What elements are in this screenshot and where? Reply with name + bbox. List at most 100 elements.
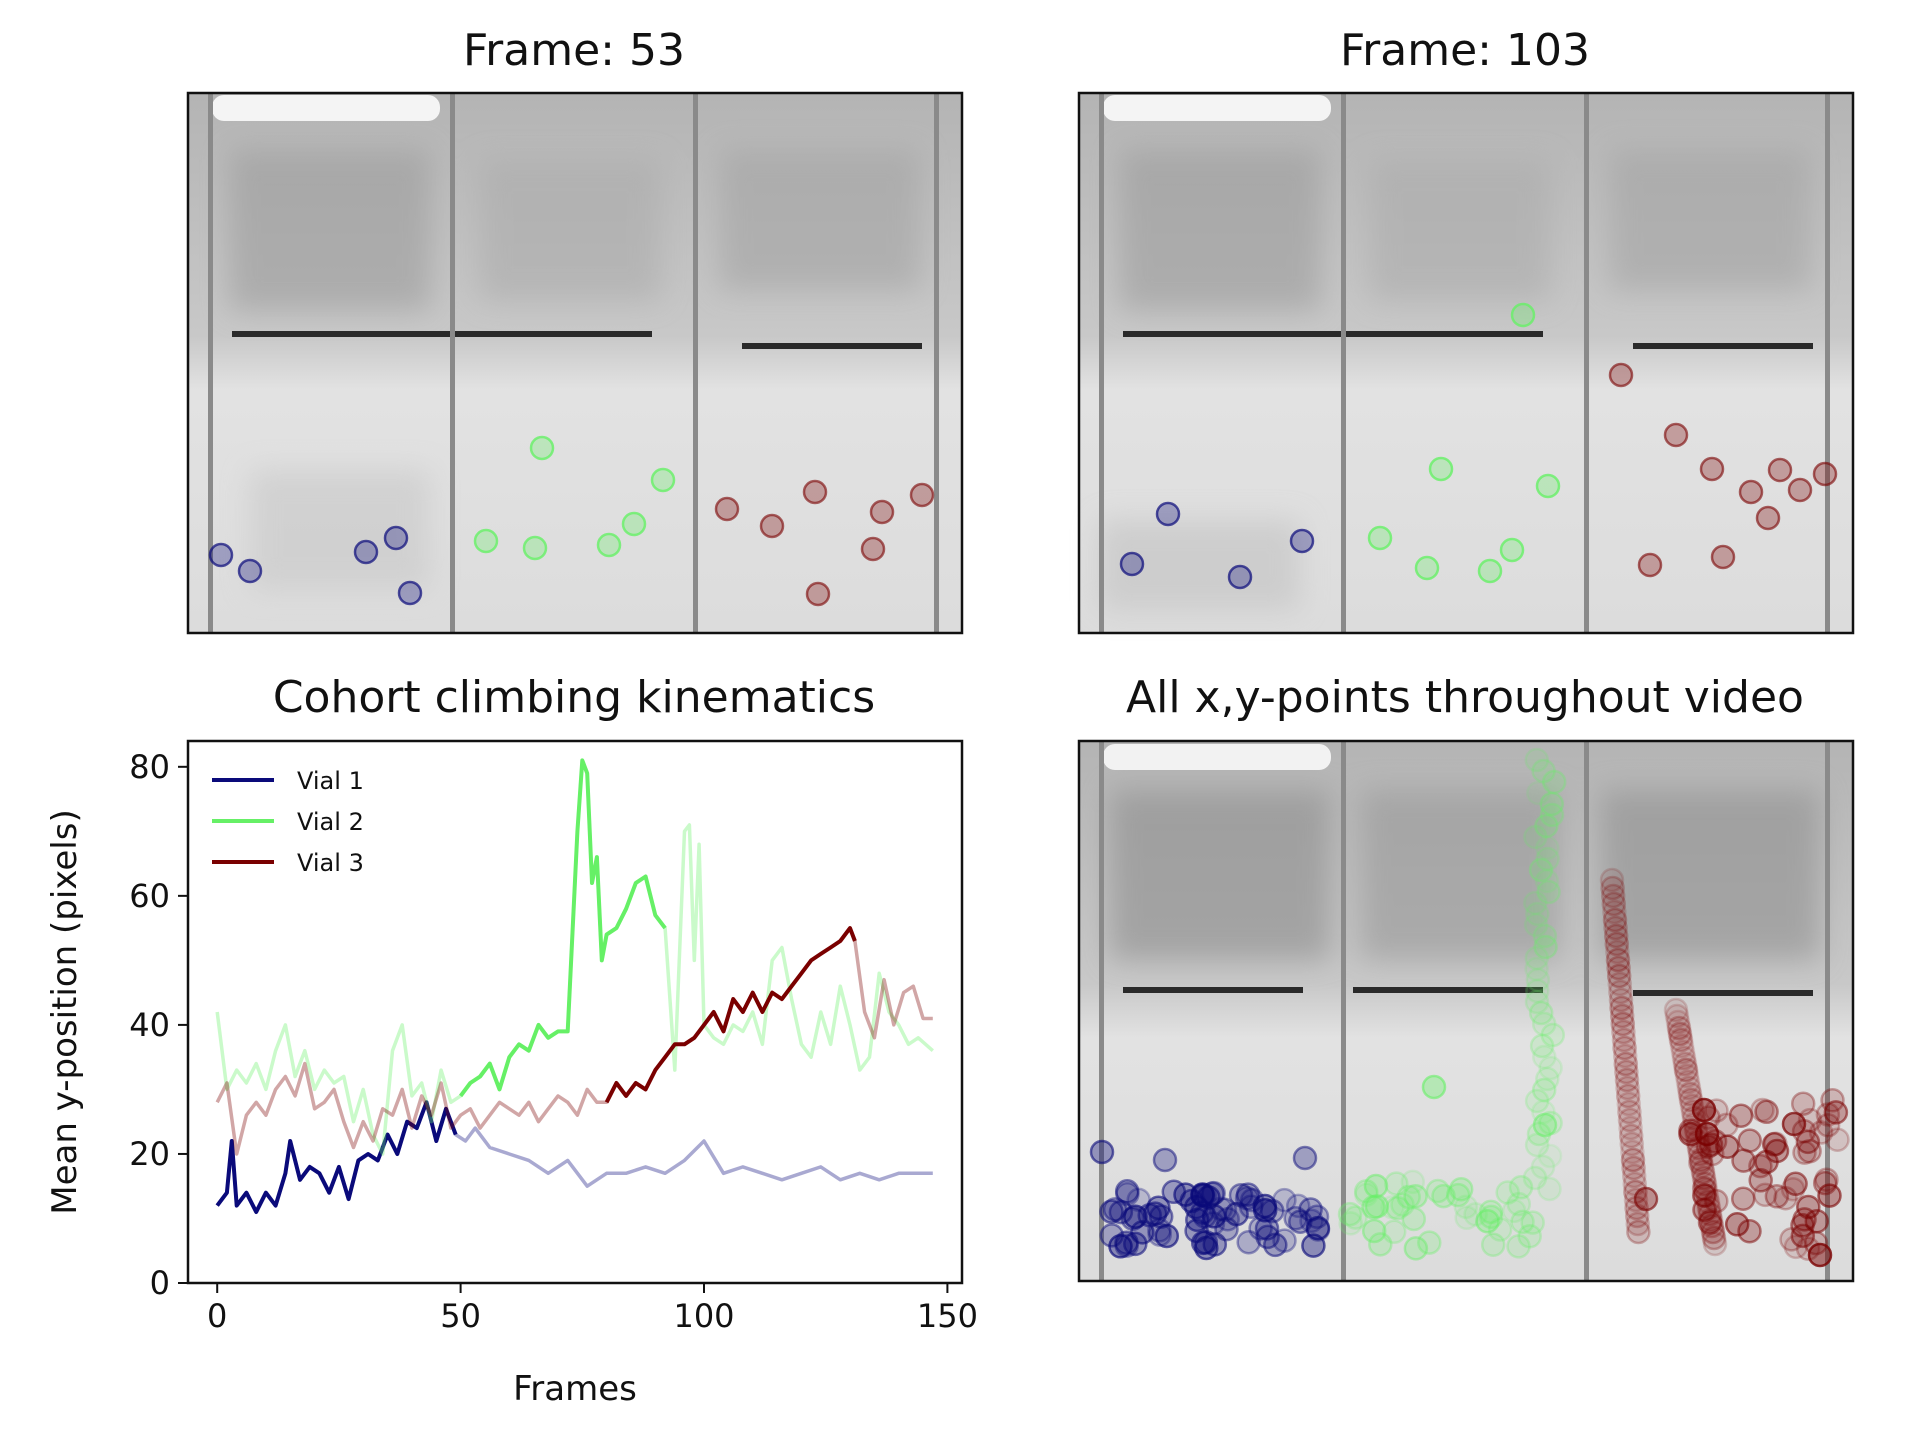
marker-vial2	[1532, 1044, 1557, 1070]
marker-vial3	[1696, 1195, 1722, 1221]
marker-vial1	[1235, 1182, 1261, 1207]
marker-vial3	[1677, 1081, 1703, 1107]
marker-vial2	[1510, 302, 1536, 328]
marker-vial3	[1730, 1186, 1756, 1211]
marker-vial1	[1126, 1187, 1151, 1213]
marker-vial3	[1715, 1134, 1740, 1159]
marker-vial3	[1691, 1176, 1717, 1201]
marker-vial3	[1600, 875, 1625, 901]
marker-vial3	[1668, 1027, 1694, 1053]
marker-vial3	[1701, 1225, 1727, 1251]
marker-vial3	[1692, 1197, 1717, 1223]
marker-vial2	[473, 528, 499, 554]
marker-vial1	[1299, 1208, 1324, 1234]
series-line-1	[215, 1100, 458, 1214]
marker-vial3	[1612, 1035, 1637, 1061]
marker-vial3	[714, 496, 740, 522]
marker-vial3	[1783, 1171, 1808, 1197]
marker-vial3	[1611, 1027, 1637, 1053]
marker-vial3	[1812, 461, 1838, 487]
marker-vial3	[1748, 1168, 1773, 1193]
marker-vial3	[1673, 1057, 1699, 1083]
x-tick-label: 150	[917, 1297, 978, 1335]
marker-vial1	[1190, 1230, 1216, 1256]
marker-vial1	[1252, 1198, 1278, 1223]
series-line-2	[459, 758, 667, 1098]
marker-vial2	[1364, 1194, 1390, 1219]
marker-vial3	[1618, 1123, 1644, 1149]
marker-vial2	[1523, 890, 1548, 916]
marker-vial1	[1154, 1223, 1180, 1249]
marker-vial3	[1605, 947, 1631, 973]
marker-vial2	[1524, 956, 1549, 982]
marker-vial3	[1618, 1115, 1643, 1141]
marker-vial3	[1610, 1011, 1636, 1037]
marker-vial3	[1694, 1121, 1720, 1147]
marker-vial2	[1478, 1199, 1504, 1225]
marker-vial2	[1524, 989, 1550, 1015]
chart-ticks: 0 50 100 150 0 20 40 60 80	[129, 748, 978, 1335]
marker-vial2	[1501, 1198, 1527, 1224]
marker-vial2	[1478, 1204, 1504, 1230]
marker-vial3	[1637, 552, 1663, 578]
marker-vial2	[1537, 1176, 1562, 1202]
marker-vial3	[1620, 1139, 1645, 1165]
marker-vial3	[1633, 1186, 1659, 1212]
marker-vial2	[1510, 1209, 1535, 1235]
marker-vial3	[1612, 1043, 1638, 1069]
legend-label: Vial 1	[297, 767, 364, 795]
marker-vial1	[1283, 1205, 1308, 1231]
marker-vial2	[621, 511, 647, 537]
marker-vial3	[805, 581, 831, 607]
marker-vial3	[1738, 479, 1764, 505]
marker-vial3	[1666, 1015, 1692, 1041]
marker-vial3	[1602, 907, 1628, 933]
marker-vial2	[1525, 967, 1551, 993]
marker-vial2	[650, 467, 676, 493]
y-tick-label: 80	[129, 748, 170, 786]
marker-vial3	[1755, 505, 1781, 531]
marker-vial1	[1099, 1199, 1124, 1224]
marker-vial2	[1531, 1077, 1557, 1103]
y-axis-label: Mean y-position (pixels)	[45, 809, 85, 1214]
marker-vial3	[1620, 1147, 1646, 1173]
marker-vial2	[1524, 945, 1550, 971]
marker-vial2	[1538, 1055, 1563, 1081]
marker-vial3	[1626, 1219, 1651, 1245]
marker-vial1	[1146, 1195, 1171, 1221]
marker-vial3	[802, 479, 828, 505]
marker-vial2	[1480, 1232, 1506, 1257]
marker-vial3	[1691, 1097, 1717, 1123]
marker-vial3	[1779, 1227, 1804, 1252]
marker-vial2	[1539, 802, 1565, 828]
marker-vial2	[1368, 1232, 1393, 1257]
marker-vial2	[1425, 1178, 1451, 1204]
marker-vial3	[1663, 422, 1689, 448]
marker-vial3	[1614, 1059, 1639, 1085]
marker-vial3	[1663, 997, 1689, 1023]
marker-vial2	[1385, 1195, 1410, 1221]
marker-vial2	[1337, 1201, 1363, 1227]
marker-vial3	[1676, 1075, 1702, 1101]
marker-vial3	[1667, 1021, 1693, 1047]
marker-vial3	[1674, 1063, 1700, 1089]
marker-vial3	[1621, 1163, 1647, 1189]
marker-vial3	[1804, 1208, 1830, 1234]
marker-vial3	[1607, 971, 1633, 997]
marker-vial3	[1604, 931, 1630, 957]
marker-vial3	[1603, 923, 1629, 949]
marker-vial3	[1764, 1138, 1790, 1164]
marker-vial3	[1608, 987, 1634, 1013]
marker-vial3	[1615, 1083, 1641, 1109]
marker-vial1	[1114, 1233, 1139, 1258]
marker-vial2	[1525, 901, 1550, 927]
marker-vial1	[1214, 1216, 1239, 1242]
marker-vial1	[1305, 1217, 1331, 1242]
y-tick-label: 60	[129, 877, 170, 915]
marker-vial2	[1403, 1183, 1428, 1209]
marker-vial3	[1731, 1148, 1756, 1173]
marker-vial1	[1227, 564, 1253, 590]
marker-vial2	[1533, 934, 1558, 960]
marker-vial3	[1714, 1112, 1739, 1138]
